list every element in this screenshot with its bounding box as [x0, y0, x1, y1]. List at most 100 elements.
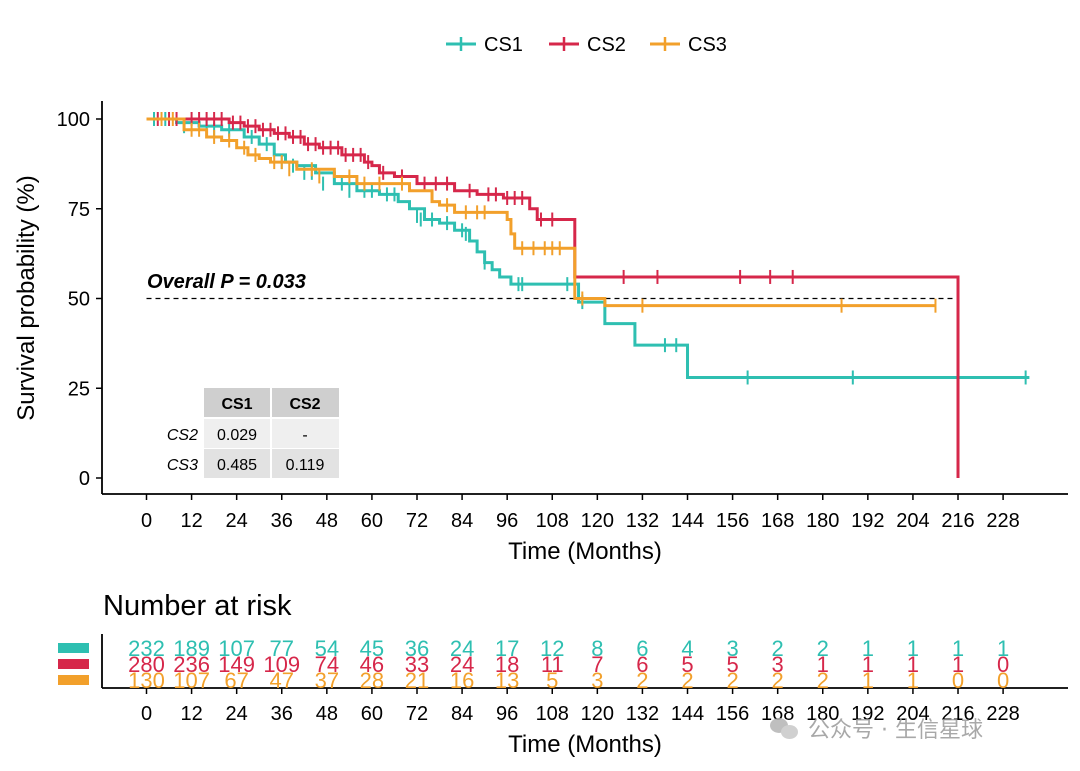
risk-count-cs2: 11 — [541, 652, 564, 677]
risk-count-cs2: 46 — [360, 652, 384, 677]
table-header-cell — [204, 388, 270, 417]
risk-x-tick-label: 96 — [496, 703, 518, 725]
km-plot: 0 25 50 75 100 0 12 24 36 48 60 72 84 96 108 120 132 144… — [13, 101, 1068, 565]
risk-count-cs1: 1 — [907, 636, 919, 661]
watermark-text: 公众号 · 生信星球 — [808, 718, 983, 743]
x-tick-label: 36 — [271, 510, 293, 532]
risk-x-axis-title: Time (Months) — [508, 731, 662, 758]
curve-group-cs2 — [146, 112, 960, 478]
risk-count-cs3: 2 — [681, 668, 693, 693]
risk-count-cs2: 24 — [450, 652, 474, 677]
x-tick-label: 132 — [626, 510, 659, 532]
x-tick-label: 120 — [581, 510, 614, 532]
risk-count-cs3: 2 — [636, 668, 648, 693]
x-tick-label: 108 — [536, 510, 569, 532]
risk-swatch-cs1 — [58, 643, 89, 653]
risk-count-cs1: 1 — [862, 636, 874, 661]
x-tick-label: 48 — [316, 510, 338, 532]
risk-count-cs3: 1 — [862, 668, 874, 693]
risk-count-cs1: 54 — [315, 636, 339, 661]
risk-x-tick-label: 120 — [581, 703, 614, 725]
y-axis-title: Survival probability (%) — [13, 175, 40, 420]
y-tick-label: 50 — [68, 289, 90, 311]
curve-group-cs3 — [146, 112, 937, 313]
risk-count-cs2: 280 — [128, 652, 165, 677]
legend-label-cs2: CS2 — [587, 34, 626, 56]
risk-count-cs2: 236 — [173, 652, 210, 677]
risk-count-cs1: 107 — [218, 636, 255, 661]
survival-curve-cs1 — [146, 117, 1030, 379]
risk-count-cs2: 5 — [726, 652, 738, 677]
table-col-header: CS2 — [289, 396, 320, 413]
risk-count-cs1: 4 — [681, 636, 693, 661]
risk-count-cs3: 2 — [726, 668, 738, 693]
table-cell-value: 0.119 — [286, 457, 325, 474]
x-tick-label: 12 — [180, 510, 202, 532]
risk-count-cs1: 17 — [495, 636, 519, 661]
risk-x-tick-label: 48 — [316, 703, 338, 725]
x-tick-label: 84 — [451, 510, 473, 532]
x-tick-label: 156 — [716, 510, 749, 532]
risk-count-cs3: 0 — [952, 668, 964, 693]
risk-count-cs2: 33 — [405, 652, 429, 677]
risk-count-cs3: 2 — [772, 668, 784, 693]
x-tick-label: 180 — [806, 510, 839, 532]
risk-count-cs1: 6 — [636, 636, 648, 661]
risk-swatch-cs3 — [58, 675, 89, 685]
risk-count-cs1: 189 — [173, 636, 210, 661]
risk-count-cs2: 1 — [907, 652, 919, 677]
risk-count-cs1: 8 — [591, 636, 603, 661]
risk-count-cs2: 5 — [681, 652, 693, 677]
risk-count-cs2: 18 — [495, 652, 519, 677]
p-value-annotation: Overall P = 0.033 — [147, 271, 306, 293]
table-row-label: CS3 — [167, 457, 198, 474]
table-cell — [272, 419, 339, 448]
risk-count-cs2: 74 — [315, 652, 339, 677]
risk-x-tick-label: 216 — [941, 703, 974, 725]
table-col-header: CS1 — [221, 396, 252, 413]
table-cell — [204, 449, 270, 478]
risk-count-cs1: 77 — [270, 636, 294, 661]
x-tick-label: 144 — [671, 510, 704, 532]
x-tick-label: 204 — [896, 510, 929, 532]
x-tick-label: 168 — [761, 510, 794, 532]
table-header-cell — [272, 388, 339, 417]
risk-count-cs3: 5 — [546, 668, 558, 693]
y-tick-label: 100 — [57, 109, 90, 131]
risk-count-cs1: 232 — [128, 636, 165, 661]
x-tick-label: 0 — [141, 510, 152, 532]
legend: CS1 CS2 CS3 — [446, 34, 727, 56]
survival-curve-cs2 — [146, 117, 960, 478]
risk-count-cs2: 149 — [218, 652, 255, 677]
risk-x-tick-label: 72 — [406, 703, 428, 725]
risk-x-tick-label: 108 — [536, 703, 569, 725]
risk-count-cs2: 7 — [591, 652, 603, 677]
risk-count-cs3: 3 — [591, 668, 603, 693]
risk-count-cs1: 36 — [405, 636, 429, 661]
risk-x-tick-label: 0 — [141, 703, 152, 725]
risk-count-cs3: 2 — [817, 668, 829, 693]
risk-count-cs1: 2 — [817, 636, 829, 661]
table-cell-value: - — [302, 427, 307, 444]
survival-curves — [146, 112, 1030, 478]
x-tick-label: 72 — [406, 510, 428, 532]
risk-table: Number at risk 232 189 107 77 54 45 36 24 17 12 8 6… — [58, 590, 1068, 758]
risk-x-tick-label: 192 — [851, 703, 884, 725]
y-tick-label: 0 — [79, 468, 90, 490]
table-cell — [204, 419, 270, 448]
risk-count-cs2: 3 — [772, 652, 784, 677]
risk-x-tick-label: 12 — [180, 703, 202, 725]
x-tick-label: 228 — [986, 510, 1019, 532]
risk-count-cs1: 24 — [450, 636, 474, 661]
wechat-icon — [770, 716, 800, 740]
risk-x-tick-label: 24 — [226, 703, 248, 725]
risk-x-tick-label: 36 — [271, 703, 293, 725]
legend-label-cs1: CS1 — [484, 34, 523, 56]
risk-count-cs2: 6 — [636, 652, 648, 677]
risk-x-tick-label: 228 — [986, 703, 1019, 725]
risk-x-tick-label: 144 — [671, 703, 704, 725]
risk-count-cs1: 12 — [540, 636, 564, 661]
risk-x-tick-label: 168 — [761, 703, 794, 725]
risk-count-cs2: 1 — [862, 652, 874, 677]
